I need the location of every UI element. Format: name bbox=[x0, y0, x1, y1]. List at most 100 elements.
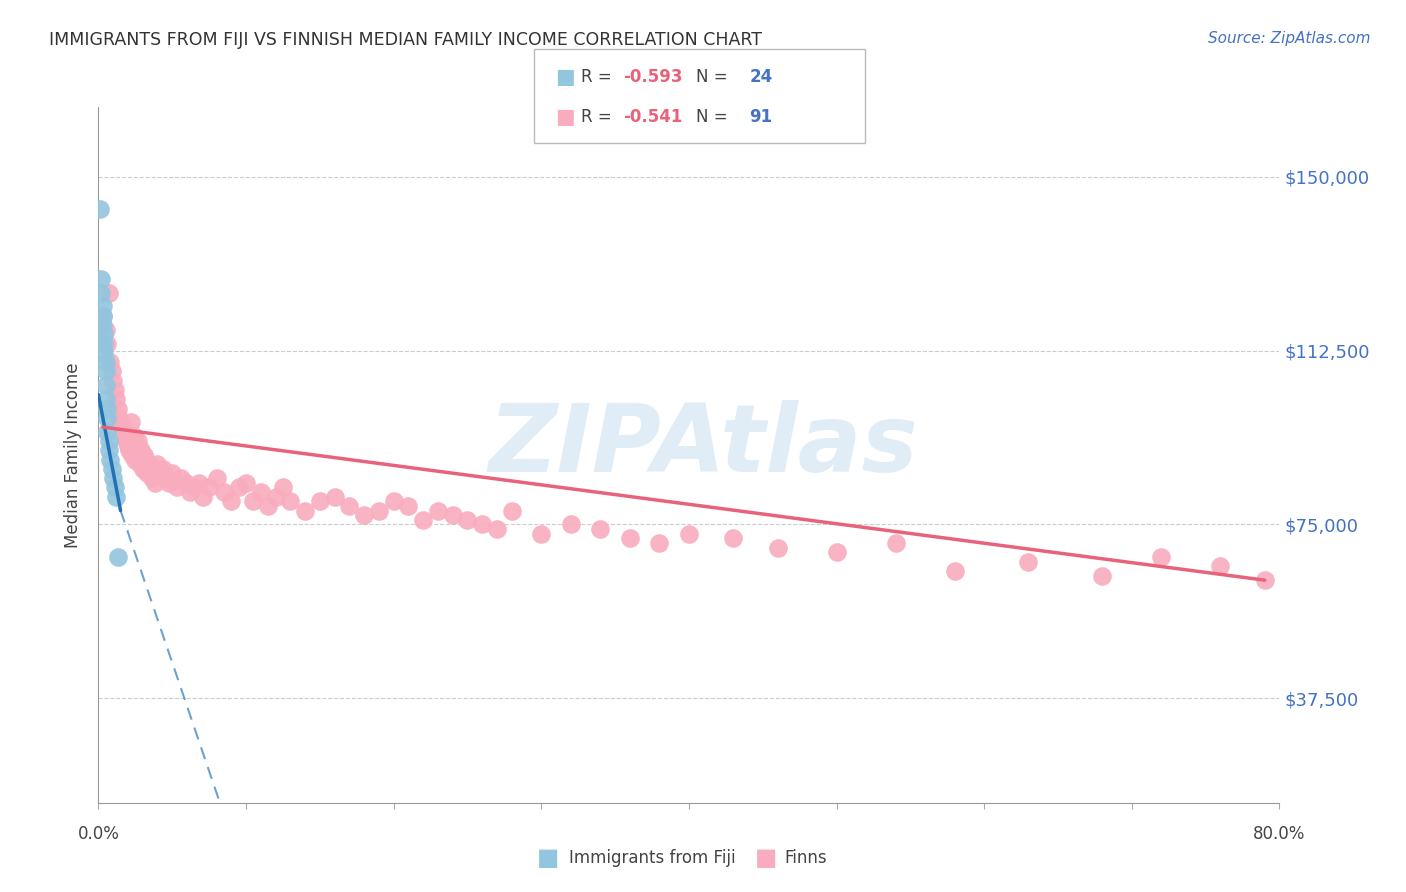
Point bbox=[441, 508, 464, 523]
Point bbox=[264, 490, 287, 504]
Point bbox=[121, 448, 143, 462]
Point bbox=[104, 383, 127, 397]
Point bbox=[97, 285, 120, 300]
Point bbox=[103, 471, 125, 485]
Point bbox=[486, 522, 509, 536]
Point bbox=[112, 425, 135, 439]
Point bbox=[96, 336, 118, 351]
Point bbox=[94, 392, 117, 407]
Point bbox=[1091, 568, 1114, 582]
Point bbox=[212, 485, 235, 500]
Point bbox=[166, 480, 188, 494]
Point bbox=[124, 452, 146, 467]
Point bbox=[132, 462, 155, 476]
Point bbox=[127, 434, 149, 448]
Point bbox=[560, 517, 582, 532]
Point bbox=[98, 355, 121, 369]
Point bbox=[96, 425, 118, 439]
Point bbox=[94, 355, 117, 369]
Text: ■: ■ bbox=[755, 847, 778, 870]
Point bbox=[142, 462, 165, 476]
Point bbox=[114, 429, 136, 443]
Text: Immigrants from Fiji: Immigrants from Fiji bbox=[569, 849, 737, 867]
Point bbox=[187, 475, 209, 490]
Point bbox=[456, 513, 478, 527]
Point bbox=[766, 541, 789, 555]
Point bbox=[530, 526, 553, 541]
Point bbox=[152, 462, 174, 476]
Text: 24: 24 bbox=[749, 69, 773, 87]
Point bbox=[107, 401, 129, 416]
Point bbox=[257, 499, 280, 513]
Point bbox=[294, 503, 316, 517]
Point bbox=[96, 401, 118, 416]
Point bbox=[339, 499, 360, 513]
Point bbox=[128, 457, 150, 471]
Point bbox=[162, 467, 183, 481]
Point bbox=[111, 420, 134, 434]
Point bbox=[943, 564, 966, 578]
Point bbox=[183, 480, 205, 494]
Point bbox=[105, 490, 128, 504]
Point bbox=[1017, 555, 1039, 569]
Point bbox=[98, 452, 121, 467]
Point bbox=[471, 517, 494, 532]
Point bbox=[89, 202, 111, 216]
Point bbox=[97, 443, 120, 458]
Point bbox=[91, 300, 114, 314]
Point bbox=[93, 327, 115, 342]
Point bbox=[94, 378, 117, 392]
Point bbox=[91, 318, 114, 332]
Point bbox=[125, 448, 148, 462]
Point bbox=[1209, 559, 1232, 574]
Point bbox=[1150, 549, 1173, 564]
Point bbox=[115, 434, 138, 448]
Text: ■: ■ bbox=[555, 67, 575, 87]
Point bbox=[198, 480, 221, 494]
Text: -0.593: -0.593 bbox=[623, 69, 682, 87]
Text: N =: N = bbox=[696, 108, 733, 126]
Point bbox=[501, 503, 523, 517]
Point bbox=[427, 503, 450, 517]
Point bbox=[118, 443, 141, 458]
Point bbox=[104, 480, 127, 494]
Text: 91: 91 bbox=[749, 108, 772, 126]
Point bbox=[368, 503, 391, 517]
Point bbox=[146, 457, 169, 471]
Point bbox=[884, 536, 907, 550]
Text: ■: ■ bbox=[537, 847, 560, 870]
Point bbox=[117, 439, 139, 453]
Point bbox=[139, 462, 162, 476]
Point bbox=[219, 494, 242, 508]
Point bbox=[353, 508, 375, 523]
Point bbox=[723, 532, 745, 546]
Point bbox=[235, 475, 257, 490]
Point bbox=[120, 416, 142, 430]
Point bbox=[157, 475, 180, 490]
Point bbox=[94, 364, 117, 378]
Point bbox=[589, 522, 612, 536]
Point bbox=[242, 494, 264, 508]
Point bbox=[143, 475, 166, 490]
Point bbox=[134, 448, 156, 462]
Text: R =: R = bbox=[581, 69, 617, 87]
Text: 0.0%: 0.0% bbox=[77, 825, 120, 843]
Text: Source: ZipAtlas.com: Source: ZipAtlas.com bbox=[1208, 31, 1371, 46]
Point bbox=[648, 536, 671, 550]
Point bbox=[96, 410, 118, 425]
Point bbox=[250, 485, 273, 500]
Point bbox=[396, 499, 419, 513]
Text: ZIPAtlas: ZIPAtlas bbox=[488, 400, 918, 492]
Point bbox=[825, 545, 848, 559]
Point bbox=[90, 285, 112, 300]
Point bbox=[91, 309, 114, 323]
Point bbox=[382, 494, 405, 508]
Point bbox=[619, 532, 641, 546]
Point bbox=[170, 471, 193, 485]
Point bbox=[179, 485, 201, 500]
Point bbox=[91, 309, 114, 323]
Text: IMMIGRANTS FROM FIJI VS FINNISH MEDIAN FAMILY INCOME CORRELATION CHART: IMMIGRANTS FROM FIJI VS FINNISH MEDIAN F… bbox=[49, 31, 762, 49]
Point bbox=[135, 452, 157, 467]
Point bbox=[138, 457, 160, 471]
Point bbox=[1254, 573, 1277, 587]
